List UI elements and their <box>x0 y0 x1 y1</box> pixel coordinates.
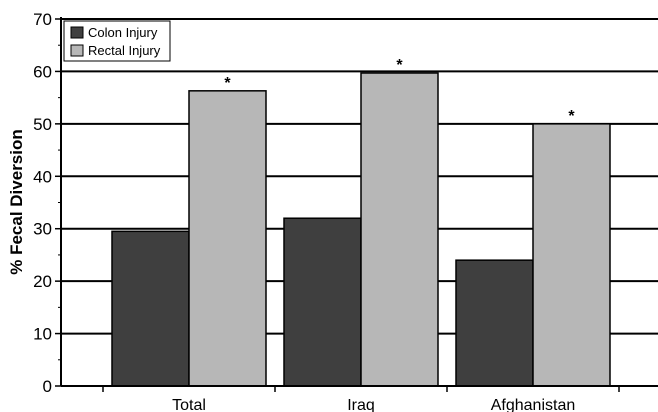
y-tick-label: 10 <box>33 325 52 344</box>
legend: Colon Injury Rectal Injury <box>63 20 171 62</box>
x-tick-label: Iraq <box>347 397 375 412</box>
y-tick-label: 70 <box>33 10 52 29</box>
bar-rectal-injury-afghanistan <box>532 123 611 387</box>
x-tick-label: Afghanistan <box>491 397 576 412</box>
significance-marker: * <box>224 75 231 92</box>
y-tick-label: 0 <box>43 377 52 396</box>
y-tick-label: 50 <box>33 115 52 134</box>
axes <box>55 17 658 392</box>
significance-marker: * <box>396 57 403 74</box>
legend-label: Colon Injury <box>88 25 158 40</box>
x-tick-label: Total <box>172 397 206 412</box>
legend-swatch <box>70 44 84 57</box>
legend-swatch <box>70 26 84 39</box>
bars <box>111 72 611 387</box>
bar-rectal-injury-iraq <box>360 72 439 387</box>
significance-marker: * <box>568 108 575 125</box>
y-tick-label: 40 <box>33 167 52 186</box>
bar-colon-injury-iraq <box>283 217 362 387</box>
x-tick-labels: Total Iraq Afghanistan <box>172 397 575 412</box>
bar-rectal-injury-total <box>188 90 267 387</box>
annotations: * * * <box>224 57 575 125</box>
y-axis-label: % Fecal Diversion <box>7 129 26 275</box>
y-tick-label: 30 <box>33 220 52 239</box>
bar-colon-injury-afghanistan <box>455 259 534 387</box>
y-tick-label: 20 <box>33 272 52 291</box>
y-tick-label: 60 <box>33 62 52 81</box>
bar-colon-injury-total <box>111 230 190 387</box>
y-tick-labels: 0 10 20 30 40 50 60 70 <box>33 10 52 396</box>
legend-label: Rectal Injury <box>88 43 161 58</box>
